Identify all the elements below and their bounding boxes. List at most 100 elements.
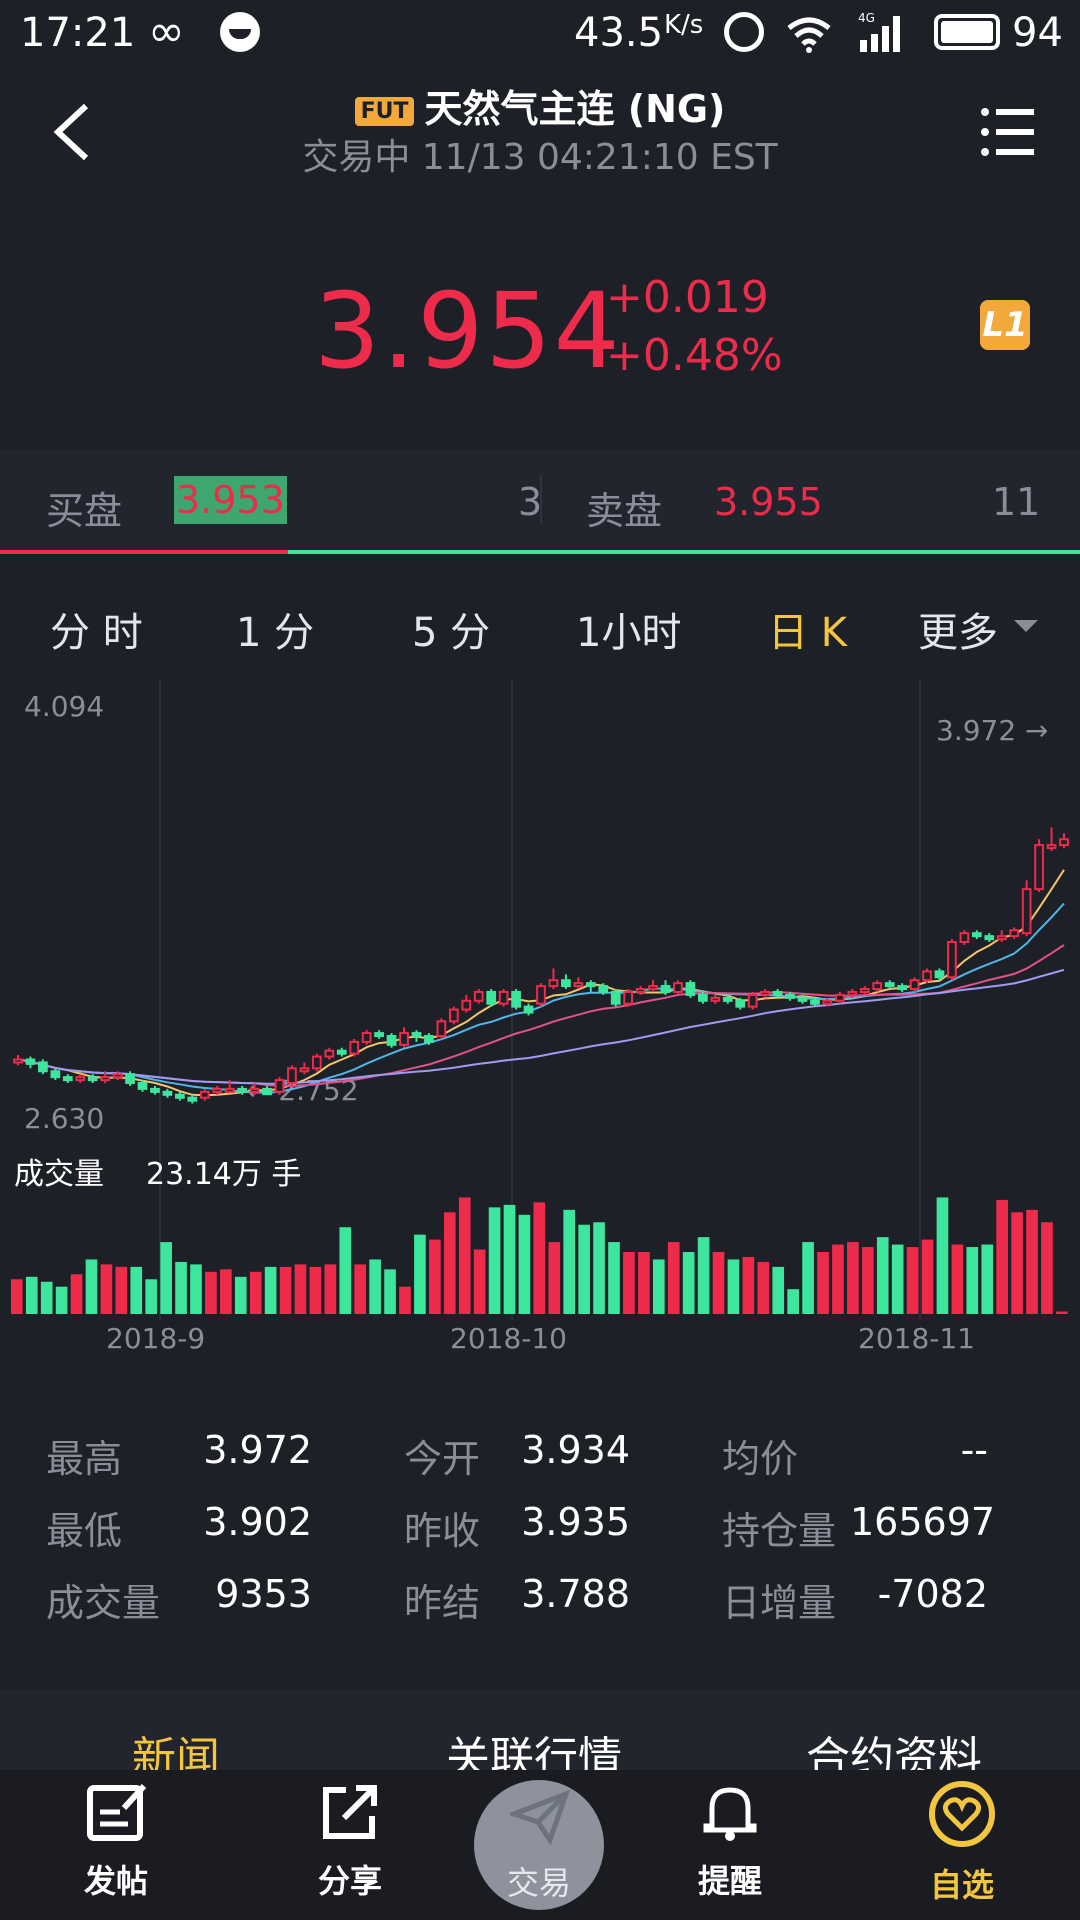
instrument-name: 天然气主连 (NG) — [424, 87, 726, 131]
candlestick-chart[interactable]: 4.094 2.630 3.972 → ← 2.752 成交量 23.14万 手… — [0, 680, 1080, 1360]
volume-bar — [951, 1244, 964, 1314]
page-title: FUT 天然气主连 (NG) — [0, 78, 1080, 133]
stat-value: -7082 — [877, 1572, 988, 1616]
heart-icon — [929, 1781, 995, 1847]
bid-ratio-bar — [0, 550, 289, 554]
stat-label: 昨结 — [404, 1581, 481, 1625]
tab-5min[interactable]: 5 分 — [412, 610, 491, 656]
volume-bar — [249, 1271, 262, 1314]
volume-bar — [205, 1271, 217, 1314]
news-tab-bar — [0, 1690, 1080, 1770]
candle-body — [897, 985, 907, 991]
tab-more[interactable]: 更多 — [918, 610, 998, 656]
back-arrow-icon[interactable] — [48, 100, 98, 164]
volume-bar — [832, 1244, 844, 1314]
volume-bar — [279, 1266, 292, 1314]
signal-label: 4G — [858, 12, 875, 25]
volume-bar — [264, 1266, 277, 1314]
candle-body — [561, 979, 571, 988]
stat-value: 165697 — [850, 1500, 996, 1544]
ask-price: 3.955 — [714, 480, 823, 524]
volume-bar — [652, 1259, 665, 1314]
candle-body — [324, 1049, 335, 1058]
candle-body — [399, 1032, 409, 1046]
volume-bar — [85, 1259, 98, 1314]
stat-value: 3.935 — [521, 1500, 630, 1544]
trading-status: 交易中 11/13 04:21:10 EST — [302, 137, 778, 178]
candle-body — [187, 1096, 198, 1102]
price-min-label: 2.630 — [24, 1102, 104, 1135]
trade-label: 交易 — [506, 1864, 571, 1902]
nav-watchlist[interactable]: 自选 — [892, 1780, 1032, 1906]
volume-bar — [100, 1264, 113, 1314]
volume-bar — [70, 1274, 83, 1314]
volume-bar — [1041, 1222, 1053, 1314]
volume-bar — [11, 1279, 23, 1314]
candle-body — [710, 996, 721, 1002]
candle-body — [648, 985, 658, 991]
volume-bar — [996, 1199, 1008, 1314]
volume-bar — [518, 1214, 531, 1314]
tab-1hour[interactable]: 1小时 — [576, 610, 682, 656]
volume-bar — [921, 1239, 934, 1314]
candle-body — [872, 982, 883, 991]
candle-body — [62, 1076, 73, 1082]
volume-bar — [638, 1252, 650, 1314]
volume-bar — [234, 1276, 247, 1314]
volume-bar — [324, 1264, 337, 1314]
candle-body — [971, 932, 982, 938]
candle-body — [75, 1076, 86, 1082]
nav-alert[interactable]: 提醒 — [660, 1780, 800, 1902]
volume-bar — [533, 1202, 546, 1314]
stat-value: -- — [960, 1428, 988, 1472]
infinity-icon: ∞ — [148, 6, 185, 57]
tab-1min[interactable]: 1 分 — [236, 610, 315, 656]
edit-icon — [87, 1783, 147, 1841]
battery-icon — [934, 14, 1000, 50]
candle-body — [1034, 844, 1044, 891]
price-change-percent: +0.48% — [606, 330, 783, 381]
chevron-down-icon[interactable] — [1014, 620, 1038, 632]
candle-body — [224, 1087, 235, 1093]
x-tick-label: 2018-10 — [450, 1322, 567, 1355]
volume-bar — [667, 1242, 680, 1314]
volume-bar — [145, 1279, 158, 1314]
stat-label: 均价 — [722, 1437, 799, 1481]
candle-body — [1021, 888, 1032, 935]
stat-label: 日增量 — [722, 1581, 837, 1625]
candle-body — [747, 993, 758, 1008]
stat-label: 成交量 — [46, 1581, 161, 1625]
nav-watchlist-label: 自选 — [929, 1866, 994, 1904]
volume-bar — [697, 1237, 710, 1314]
tab-daily-k[interactable]: 日 K — [768, 610, 847, 656]
nav-share[interactable]: 分享 — [280, 1780, 420, 1902]
candle-body — [411, 1032, 422, 1038]
candle-body — [785, 993, 795, 999]
level1-badge[interactable]: L1 — [980, 300, 1030, 350]
candle-body — [386, 1035, 397, 1046]
nav-post[interactable]: 发帖 — [46, 1780, 186, 1902]
tab-intraday[interactable]: 分 时 — [50, 610, 143, 656]
last-price: 3.954 — [314, 270, 622, 392]
candle-body — [448, 1008, 459, 1023]
candle-body — [698, 993, 708, 1002]
battery-level: 94 — [1012, 10, 1063, 56]
price-change: +0.019 — [606, 272, 769, 323]
candle-body — [548, 979, 559, 988]
candle-body — [1046, 844, 1057, 850]
candle-body — [735, 999, 746, 1008]
candle-body — [336, 1049, 347, 1055]
stat-label: 持仓量 — [722, 1509, 837, 1553]
candle-body — [722, 996, 733, 1002]
bid-price: 3.953 — [174, 476, 287, 524]
candle-body — [984, 935, 995, 941]
volume-bar — [563, 1209, 576, 1314]
candle-body — [834, 993, 845, 1002]
menu-list-icon[interactable] — [980, 104, 1036, 160]
volume-bar — [220, 1269, 232, 1314]
volume-bar — [414, 1234, 426, 1314]
candle-body — [772, 990, 783, 996]
candle-body — [959, 932, 970, 944]
volume-bar — [936, 1197, 949, 1314]
trade-button[interactable] — [474, 1780, 604, 1910]
